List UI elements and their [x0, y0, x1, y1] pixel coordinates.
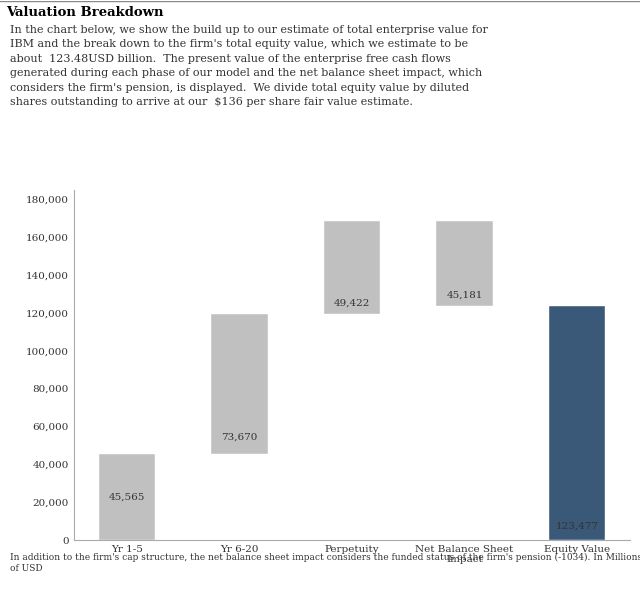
- Text: 45,565: 45,565: [109, 493, 145, 502]
- Text: 73,670: 73,670: [221, 433, 258, 442]
- Text: 45,181: 45,181: [446, 291, 483, 300]
- Text: Valuation Breakdown: Valuation Breakdown: [6, 5, 164, 19]
- Text: In addition to the firm's cap structure, the net balance sheet impact considers : In addition to the firm's cap structure,…: [10, 552, 640, 573]
- Text: 123,477: 123,477: [556, 522, 598, 531]
- Bar: [99, 454, 155, 540]
- Bar: [549, 307, 605, 540]
- Bar: [436, 221, 493, 307]
- Text: In the chart below, we show the build up to our estimate of total enterprise val: In the chart below, we show the build up…: [10, 25, 488, 107]
- Bar: [324, 221, 380, 314]
- Bar: [211, 314, 268, 454]
- Text: 49,422: 49,422: [334, 298, 370, 307]
